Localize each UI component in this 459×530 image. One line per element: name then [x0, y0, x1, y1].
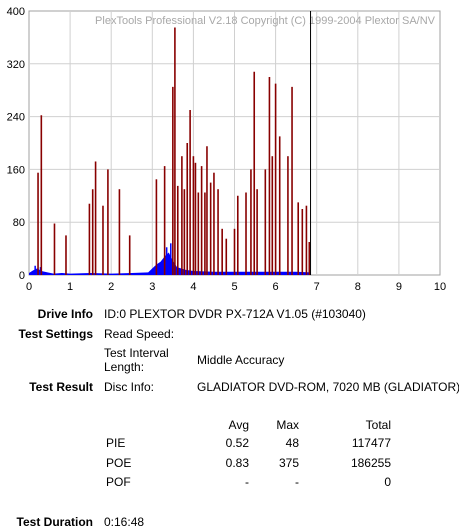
row-poe-avg: 0.83	[225, 456, 249, 470]
drive-info-label: Drive Info	[37, 307, 93, 321]
header-max: Max	[276, 418, 299, 432]
row-pof-avg: -	[245, 475, 249, 489]
y-tick-label: 160	[7, 164, 25, 176]
y-tick-label: 240	[7, 112, 25, 124]
x-tick-label: 5	[231, 281, 237, 293]
y-tick-label: 80	[13, 217, 25, 229]
pie-series	[29, 243, 311, 275]
x-tick-labels: 0 1 2 3 4 5 6 7 8 9 10	[26, 281, 446, 293]
header-total: Total	[365, 418, 391, 432]
row-poe-max: 375	[278, 456, 299, 470]
y-tick-label: 320	[7, 59, 25, 71]
test-duration-value: 0:16:48	[104, 515, 145, 529]
row-pie-avg: 0.52	[225, 436, 249, 450]
x-tick-label: 1	[67, 281, 73, 293]
poe-series	[37, 27, 311, 275]
row-pof-total: 0	[384, 475, 391, 489]
test-duration-label: Test Duration	[16, 515, 93, 529]
header-avg: Avg	[228, 418, 249, 432]
y-tick-label: 400	[7, 6, 25, 18]
x-tick-label: 4	[190, 281, 196, 293]
error-chart: PlexTools Professional V2.18 Copyright (…	[7, 6, 446, 293]
row-pie-max: 48	[285, 436, 299, 450]
test-settings-label: Test Settings	[18, 327, 93, 341]
test-interval-label: Test Interval Length:	[104, 346, 169, 374]
test-interval-value: Middle Accuracy	[197, 353, 285, 367]
x-tick-label: 3	[149, 281, 155, 293]
pie-area	[29, 252, 311, 275]
row-pie-name: PIE	[106, 436, 126, 450]
x-tick-label: 0	[26, 281, 32, 293]
y-tick-label: 0	[19, 270, 25, 282]
x-tick-label: 6	[273, 281, 279, 293]
y-tick-labels: 0 80 160 240 320 400	[7, 6, 25, 282]
row-pie-total: 117477	[351, 436, 391, 450]
x-tick-label: 7	[314, 281, 320, 293]
x-tick-label: 2	[108, 281, 114, 293]
disc-info-value: GLADIATOR DVD-ROM, 7020 MB (GLADIATOR)	[197, 380, 459, 394]
row-poe-total: 186255	[350, 456, 391, 470]
row-pof-max: -	[295, 475, 299, 489]
x-tick-label: 9	[396, 281, 402, 293]
row-poe-name: POE	[106, 456, 132, 470]
row-pof-name: POF	[106, 475, 131, 489]
chart-watermark: PlexTools Professional V2.18 Copyright (…	[95, 15, 436, 27]
read-speed-label: Read Speed:	[104, 327, 175, 341]
x-tick-label: 10	[434, 281, 446, 293]
x-tick-label: 8	[355, 281, 361, 293]
drive-info-value: ID:0 PLEXTOR DVDR PX-712A V1.05 (#103040…	[104, 307, 366, 321]
disc-info-label: Disc Info:	[104, 380, 155, 394]
test-result-label: Test Result	[29, 380, 93, 394]
